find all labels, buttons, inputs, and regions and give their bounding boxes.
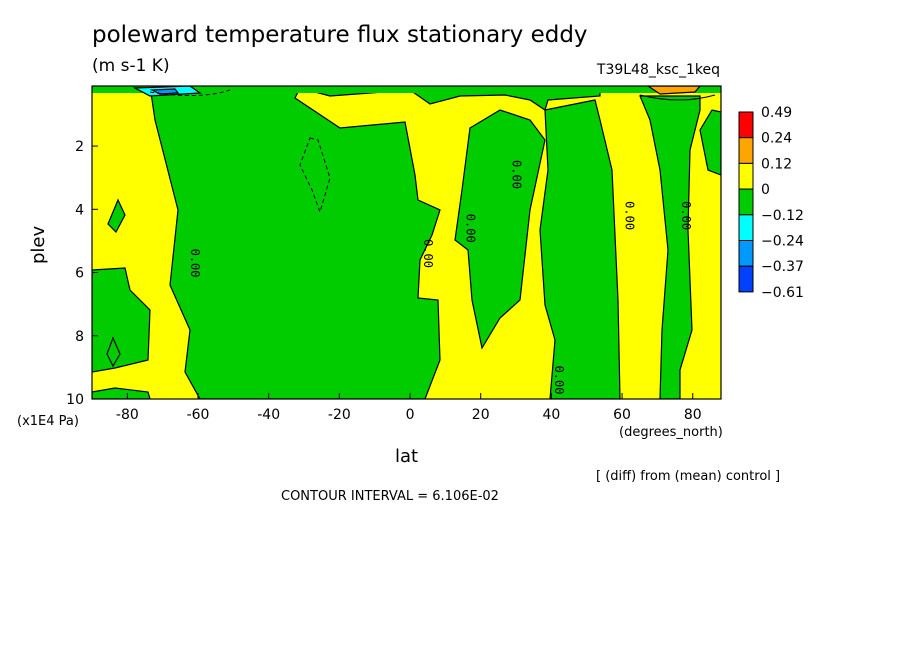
colorbar-swatch [738,188,754,216]
contour-label: 0.00 [510,160,524,189]
x-axis: -80 -60 -40 -20 0 20 40 60 80 [116,393,702,423]
field-negative-subtropics [454,109,546,350]
colorbar-label: 0 [761,182,770,198]
x-tick-label: 60 [613,407,631,423]
contour-label: 0.00 [679,201,693,230]
x-tick-label: 0 [406,407,415,423]
chart-title: poleward temperature flux stationary edd… [92,22,588,48]
y-tick-label: 2 [75,139,84,155]
contour-label: 0.00 [623,201,637,230]
contour-label: 0.00 [421,239,435,268]
colorbar-label: 0.24 [761,131,792,147]
y-tick-label: 4 [75,202,84,218]
contour-label: 0.00 [464,214,478,243]
x-tick-label: 20 [472,407,490,423]
colorbar-swatch [738,137,754,164]
plot-frame [91,85,722,400]
colorbar-label: −0.24 [761,234,804,250]
colorbar-label: −0.37 [761,259,804,275]
colorbar-label: −0.12 [761,208,804,224]
colorbar-swatch [738,240,754,267]
colorbar-swatch [738,162,754,190]
colorbar-label: −0.61 [761,285,804,301]
field-negative-polar [639,95,701,399]
y-axis-label: plev [28,225,49,264]
diff-note: [ (diff) from (mean) control ] [596,469,781,484]
field-negative-main [149,86,601,399]
colorbar-swatch [738,214,754,242]
y-tick-label: 10 [66,392,84,408]
x-units: (degrees_north) [619,425,723,440]
y-tick-label: 6 [75,266,84,282]
colorbar-label: 0.12 [761,156,792,172]
colorbar-swatch [738,265,754,293]
colorbar-swatch [738,111,754,139]
units-label: (m s-1 K) [92,56,170,76]
x-tick-label: -80 [116,407,139,423]
colorbar-label: 0.49 [761,105,792,121]
x-tick-label: -40 [257,407,280,423]
x-tick-label: 80 [684,407,702,423]
field-negative-midlat [539,99,621,399]
y-tick-label: 8 [75,329,84,345]
run-id: T39L48_ksc_1keq [596,62,720,78]
x-tick-label: 40 [542,407,560,423]
contour-labels: 0.00 0.00 0.00 0.00 0.00 0.00 0.00 [188,160,693,394]
y-units: (x1E4 Pa) [17,414,79,429]
x-tick-label: -60 [187,407,210,423]
y-axis: 2 4 6 8 10 [66,139,98,408]
x-axis-label: lat [395,446,419,467]
colorbar: 0.49 0.24 0.12 0 −0.12 −0.24 −0.37 −0.61 [738,105,804,301]
contour-interval: CONTOUR INTERVAL = 6.106E-02 [281,489,499,504]
contour-label: 0.00 [552,366,566,395]
x-tick-label: -20 [328,407,351,423]
field-negative-south [92,267,151,373]
contour-label: 0.00 [188,249,202,278]
